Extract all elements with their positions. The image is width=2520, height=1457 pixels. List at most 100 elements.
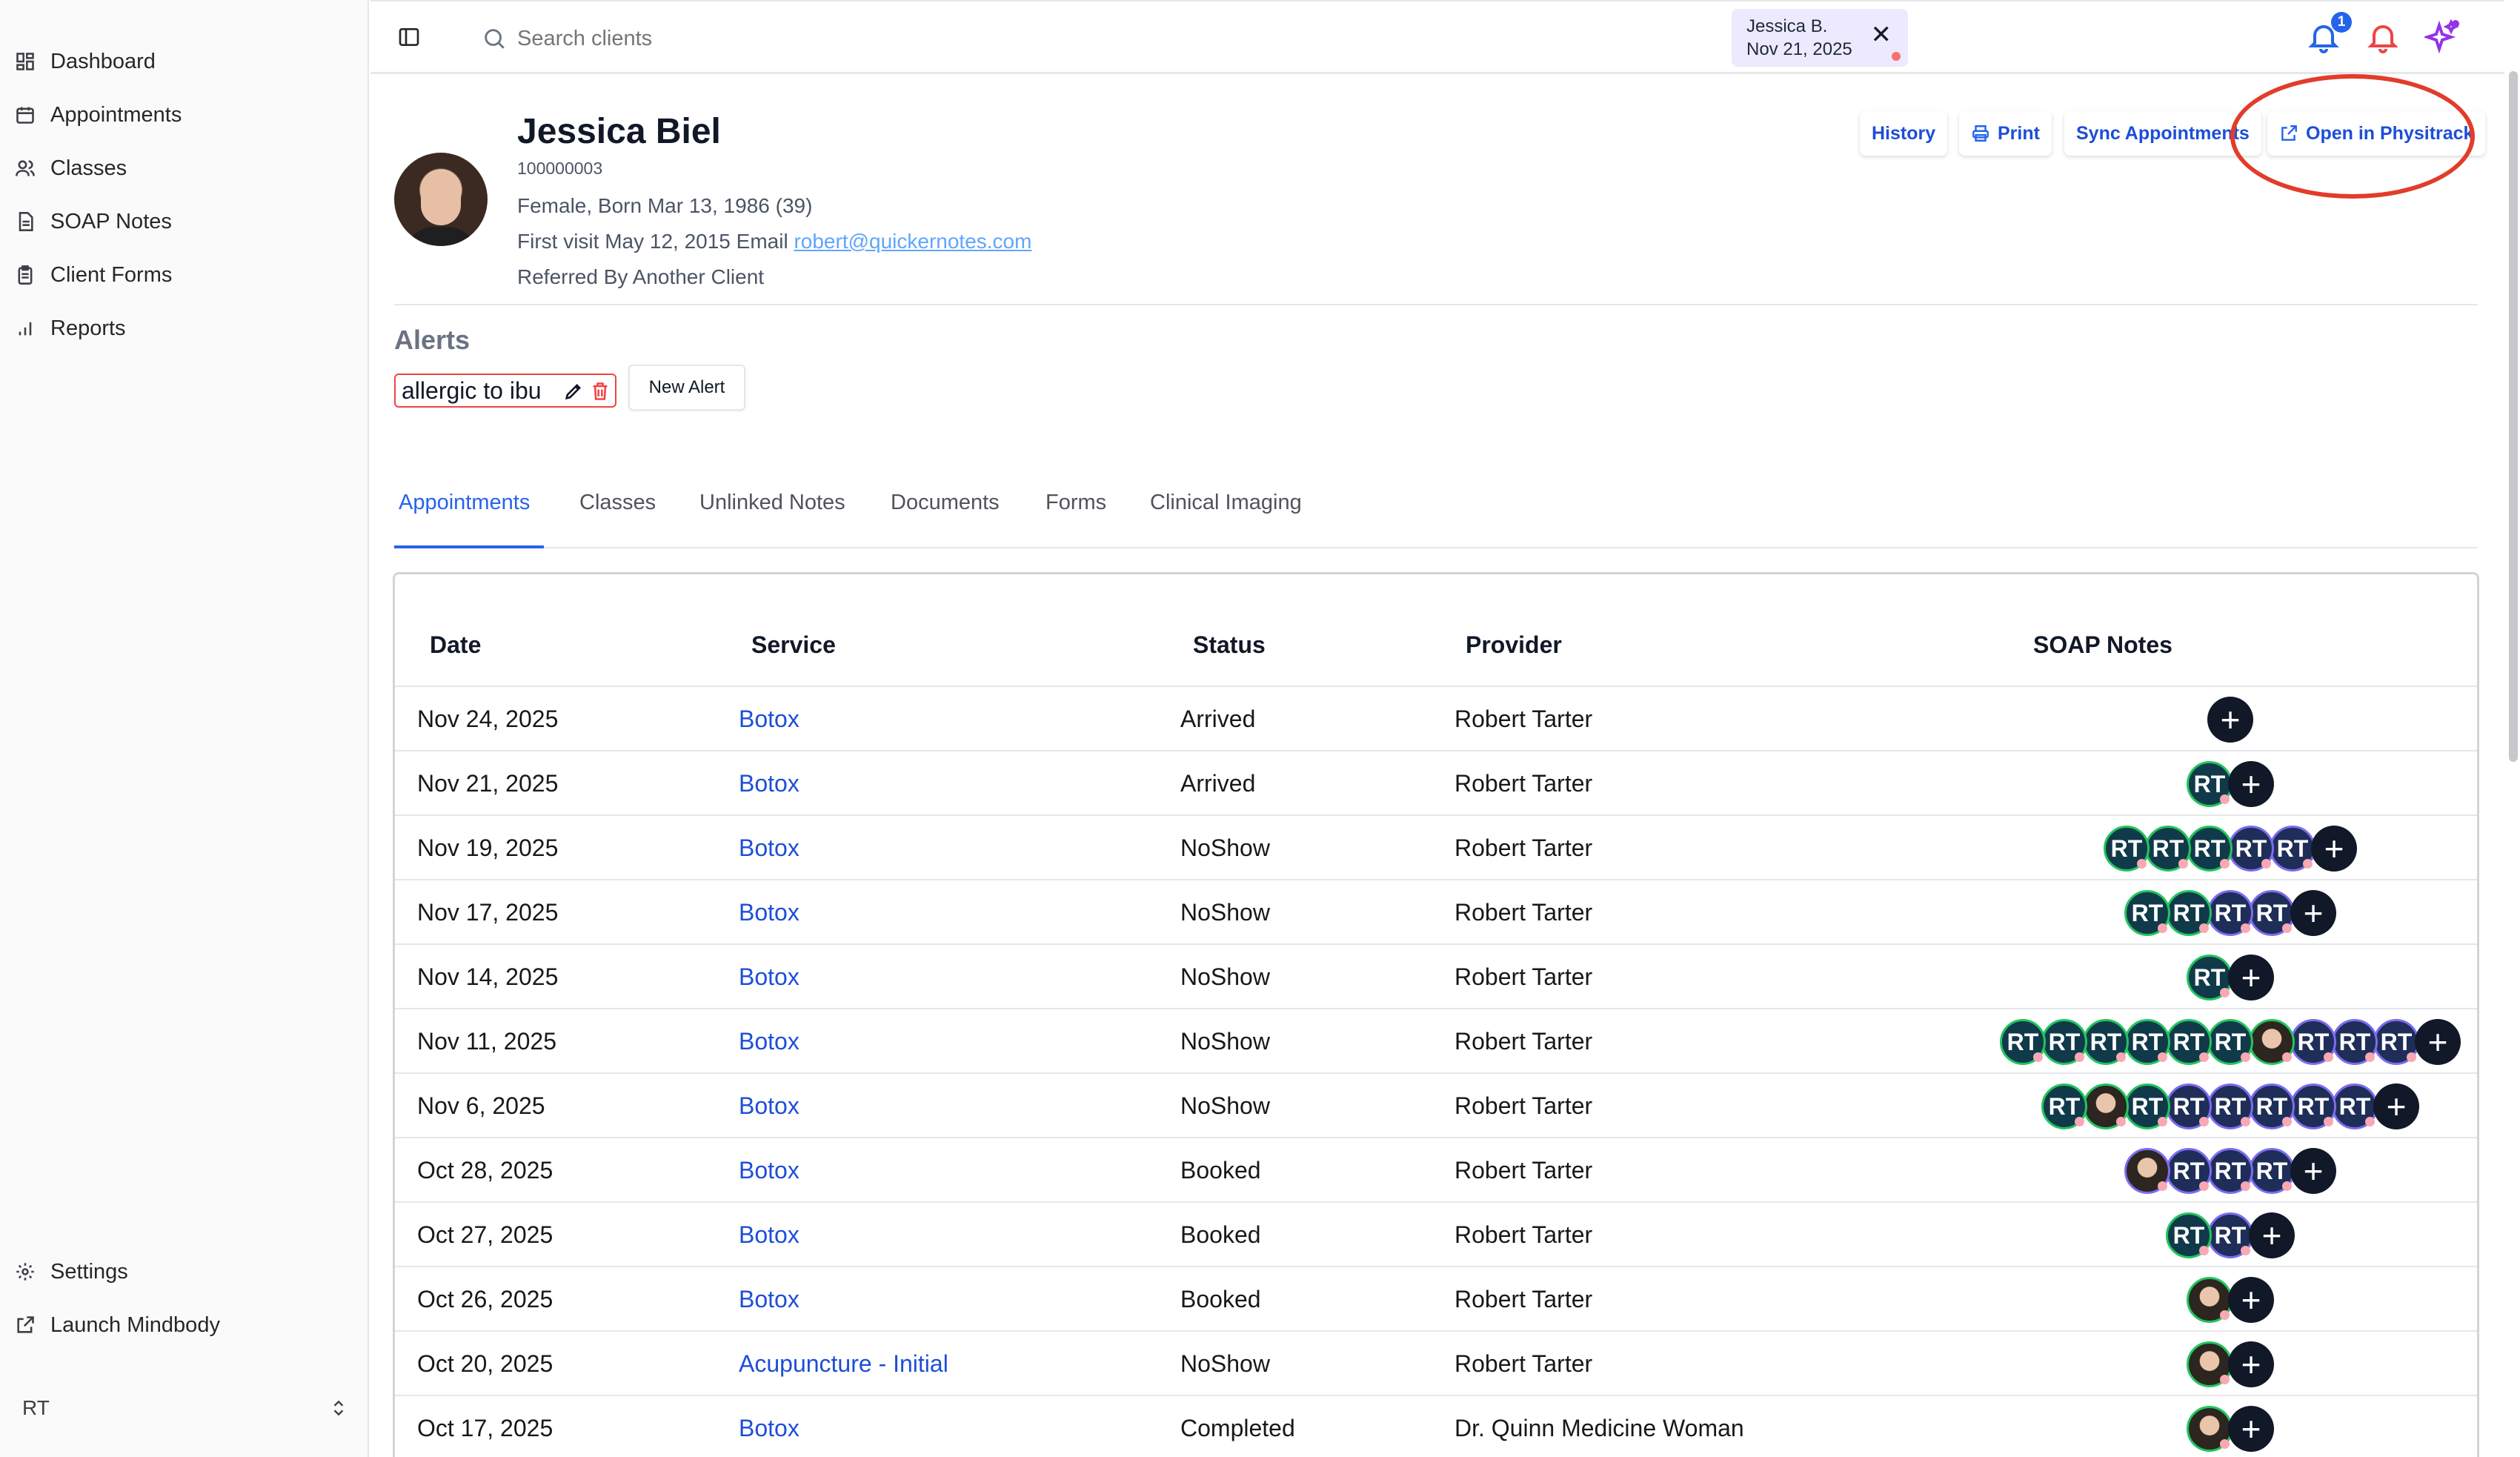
table-row[interactable]: Nov 11, 2025 Botox NoShow Robert Tarter RT RT… [395, 1008, 2477, 1072]
soap-note-badge[interactable]: RT [2166, 1019, 2212, 1065]
soap-note-avatar[interactable] [2187, 1341, 2233, 1387]
soap-note-badge[interactable]: RT [2000, 1019, 2046, 1065]
soap-note-badge[interactable]: RT [2187, 761, 2233, 807]
table-row[interactable]: Oct 17, 2025 Botox Completed Dr. Quinn Medi… [395, 1395, 2477, 1457]
trash-icon[interactable] [590, 381, 611, 402]
soap-note-badge[interactable]: RT [2041, 1083, 2087, 1129]
soap-note-badge[interactable]: RT [2207, 1212, 2253, 1258]
sync-appointments-button[interactable]: Sync Appointments [2064, 111, 2261, 156]
sidebar-item-appointments[interactable]: Appointments [15, 94, 182, 136]
soap-note-badge[interactable]: RT [2166, 1148, 2212, 1194]
cell-service[interactable]: Botox [739, 1221, 799, 1248]
soap-note-badge[interactable]: RT [2290, 1083, 2336, 1129]
soap-note-badge[interactable]: RT [2187, 955, 2233, 1000]
add-soap-note-button[interactable]: + [2228, 955, 2274, 1000]
client-email-link[interactable]: robert@quickernotes.com [794, 230, 1032, 253]
cell-service[interactable]: Botox [739, 834, 799, 861]
print-button[interactable]: Print [1959, 111, 2052, 156]
cell-service[interactable]: Botox [739, 1092, 799, 1119]
table-row[interactable]: Oct 20, 2025 Acupuncture - Initial NoShow R… [395, 1330, 2477, 1395]
table-row[interactable]: Oct 28, 2025 Botox Booked Robert Tarter RT RT… [395, 1137, 2477, 1201]
alert-bell-icon[interactable] [2365, 19, 2401, 55]
add-soap-note-button[interactable]: + [2228, 1406, 2274, 1452]
soap-note-badge[interactable]: RT [2187, 826, 2233, 872]
bell-icon[interactable] [2306, 19, 2341, 55]
sidebar-item-classes[interactable]: Classes [15, 147, 127, 189]
sidebar-toggle-icon[interactable] [397, 25, 421, 49]
soap-note-badge[interactable]: RT [2145, 826, 2191, 872]
soap-note-badge[interactable]: RT [2249, 1148, 2295, 1194]
soap-note-badge[interactable]: RT [2290, 1019, 2336, 1065]
cell-service[interactable]: Botox [739, 963, 799, 990]
tab-appointments[interactable]: Appointments [399, 491, 531, 514]
soap-note-badge[interactable]: RT [2373, 1019, 2419, 1065]
cell-service[interactable]: Acupuncture - Initial [739, 1350, 948, 1377]
soap-note-badge[interactable]: RT [2166, 1212, 2212, 1258]
add-soap-note-button[interactable]: + [2207, 697, 2253, 743]
table-row[interactable]: Oct 27, 2025 Botox Booked Robert Tarter RT RT… [395, 1201, 2477, 1266]
soap-note-badge[interactable]: RT [2124, 1019, 2170, 1065]
pencil-icon[interactable] [563, 381, 584, 402]
soap-note-badge[interactable]: RT [2270, 826, 2315, 872]
add-soap-note-button[interactable]: + [2290, 890, 2336, 936]
soap-note-badge[interactable]: RT [2249, 890, 2295, 936]
table-row[interactable]: Oct 26, 2025 Botox Booked Robert Tarter + [395, 1266, 2477, 1330]
add-soap-note-button[interactable]: + [2311, 826, 2357, 872]
table-row[interactable]: Nov 19, 2025 Botox NoShow Robert Tarter RT RT… [395, 814, 2477, 879]
table-row[interactable]: Nov 24, 2025 Botox Arrived Robert Tarter + [395, 686, 2477, 750]
sidebar-item-soap-notes[interactable]: SOAP Notes [15, 201, 172, 242]
soap-note-avatar[interactable] [2083, 1083, 2129, 1129]
add-soap-note-button[interactable]: + [2228, 1277, 2274, 1323]
soap-note-badge[interactable]: RT [2207, 1019, 2253, 1065]
soap-note-badge[interactable]: RT [2207, 1083, 2253, 1129]
soap-note-badge[interactable]: RT [2332, 1019, 2378, 1065]
add-soap-note-button[interactable]: + [2228, 1341, 2274, 1387]
table-row[interactable]: Nov 6, 2025 Botox NoShow Robert Tarter RT RT R… [395, 1072, 2477, 1137]
cell-service[interactable]: Botox [739, 1286, 799, 1312]
table-row[interactable]: Nov 21, 2025 Botox Arrived Robert Tarter RT + [395, 750, 2477, 814]
add-soap-note-button[interactable]: + [2415, 1019, 2461, 1065]
sparkles-icon[interactable] [2424, 19, 2460, 55]
scrollbar[interactable] [2509, 71, 2518, 762]
soap-note-badge[interactable]: RT [2041, 1019, 2087, 1065]
search-input[interactable] [517, 26, 888, 51]
sidebar-item-settings[interactable]: Settings [15, 1251, 128, 1292]
soap-note-badge[interactable]: RT [2166, 890, 2212, 936]
recent-client-chip[interactable]: Jessica B. Nov 21, 2025 ✕ [1732, 9, 1908, 67]
cell-service[interactable]: Botox [739, 1415, 799, 1441]
soap-note-badge[interactable]: RT [2124, 890, 2170, 936]
tab-documents[interactable]: Documents [891, 491, 1000, 514]
soap-note-avatar[interactable] [2124, 1148, 2170, 1194]
user-menu[interactable]: RT [22, 1390, 348, 1427]
tab-forms[interactable]: Forms [1045, 491, 1107, 514]
cell-service[interactable]: Botox [739, 770, 799, 797]
add-soap-note-button[interactable]: + [2373, 1083, 2419, 1129]
soap-note-avatar[interactable] [2187, 1406, 2233, 1452]
soap-note-badge[interactable]: RT [2332, 1083, 2378, 1129]
history-button[interactable]: History [1860, 111, 1948, 156]
soap-note-badge[interactable]: RT [2104, 826, 2150, 872]
soap-note-badge[interactable]: RT [2124, 1083, 2170, 1129]
cell-service[interactable]: Botox [739, 706, 799, 732]
soap-note-badge[interactable]: RT [2228, 826, 2274, 872]
table-row[interactable]: Nov 17, 2025 Botox NoShow Robert Tarter RT RT… [395, 879, 2477, 943]
soap-note-badge[interactable]: RT [2207, 1148, 2253, 1194]
cell-service[interactable]: Botox [739, 1028, 799, 1055]
cell-service[interactable]: Botox [739, 899, 799, 926]
table-row[interactable]: Nov 14, 2025 Botox NoShow Robert Tarter RT + [395, 943, 2477, 1008]
add-soap-note-button[interactable]: + [2290, 1148, 2336, 1194]
sidebar-item-launch-mindbody[interactable]: Launch Mindbody [15, 1304, 220, 1346]
soap-note-badge[interactable]: RT [2249, 1083, 2295, 1129]
sidebar-item-client-forms[interactable]: Client Forms [15, 254, 172, 296]
sidebar-item-reports[interactable]: Reports [15, 308, 126, 349]
soap-note-avatar[interactable] [2249, 1019, 2295, 1065]
soap-note-badge[interactable]: RT [2207, 890, 2253, 936]
sidebar-item-dashboard[interactable]: Dashboard [15, 41, 156, 82]
add-soap-note-button[interactable]: + [2249, 1212, 2295, 1258]
close-icon[interactable]: ✕ [1870, 21, 1892, 49]
tab-classes[interactable]: Classes [579, 491, 656, 514]
cell-service[interactable]: Botox [739, 1157, 799, 1184]
soap-note-badge[interactable]: RT [2166, 1083, 2212, 1129]
new-alert-button[interactable]: New Alert [628, 365, 745, 411]
add-soap-note-button[interactable]: + [2228, 761, 2274, 807]
